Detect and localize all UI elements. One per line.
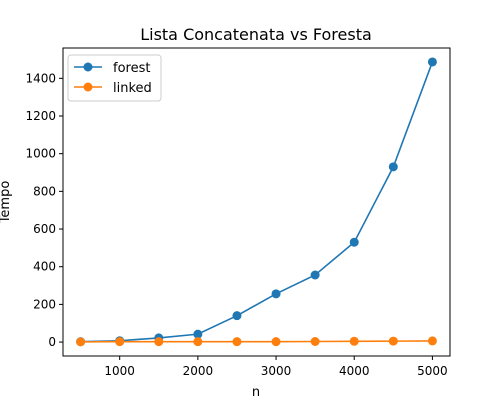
data-point-forest <box>310 270 320 280</box>
data-point-linked <box>76 337 86 347</box>
y-axis-label: Tempo <box>0 181 13 225</box>
data-point-linked <box>232 337 242 347</box>
y-tick-label: 1400 <box>25 71 56 85</box>
data-point-linked <box>388 336 398 346</box>
data-point-forest <box>193 329 203 339</box>
data-point-forest <box>271 289 281 299</box>
legend-entry-forest: forest <box>74 61 150 76</box>
data-point-linked <box>427 336 437 346</box>
y-tick-label: 400 <box>33 260 56 274</box>
x-axis-label: n <box>252 385 260 400</box>
data-point-linked <box>310 336 320 346</box>
data-point-linked <box>349 336 359 346</box>
data-point-forest <box>388 162 398 172</box>
legend-entry-linked: linked <box>74 81 152 96</box>
data-point-forest <box>349 237 359 247</box>
plot-area <box>62 47 451 357</box>
y-tick-label: 200 <box>33 297 56 311</box>
x-tick-label: 4000 <box>339 364 370 378</box>
legend-entries: forest linked <box>74 61 152 96</box>
data-point-linked <box>154 337 164 347</box>
series-line-linked <box>80 340 433 343</box>
y-tick-label: 800 <box>33 184 56 198</box>
x-tick-label: 1000 <box>104 364 135 378</box>
data-point-linked <box>193 337 203 347</box>
plot-frame <box>62 47 451 357</box>
legend: forest linked <box>67 54 162 102</box>
data-point-forest <box>427 57 437 67</box>
y-tick-label: 1200 <box>25 109 56 123</box>
data-point-linked <box>271 337 281 347</box>
chart-title: Lista Concatenata vs Foresta <box>140 25 372 44</box>
legend-swatch-marker <box>83 62 93 72</box>
legend-label: linked <box>113 81 152 96</box>
x-tick-label: 3000 <box>261 364 292 378</box>
x-axis: 1000 2000 3000 4000 5000 <box>104 356 448 378</box>
legend-swatch-marker <box>83 82 93 92</box>
y-tick-label: 1000 <box>25 147 56 161</box>
data-point-linked <box>115 337 125 347</box>
x-tick-label: 2000 <box>183 364 214 378</box>
x-tick-label: 5000 <box>417 364 448 378</box>
y-tick-label: 600 <box>33 222 56 236</box>
data-point-forest <box>232 311 242 321</box>
legend-label: forest <box>113 61 150 76</box>
y-axis: 0 200 400 600 800 1000 1200 1400 <box>25 71 63 349</box>
series-linked <box>76 336 437 347</box>
y-tick-label: 0 <box>48 335 56 349</box>
series-line-forest <box>80 61 434 343</box>
series-layer <box>76 57 437 347</box>
